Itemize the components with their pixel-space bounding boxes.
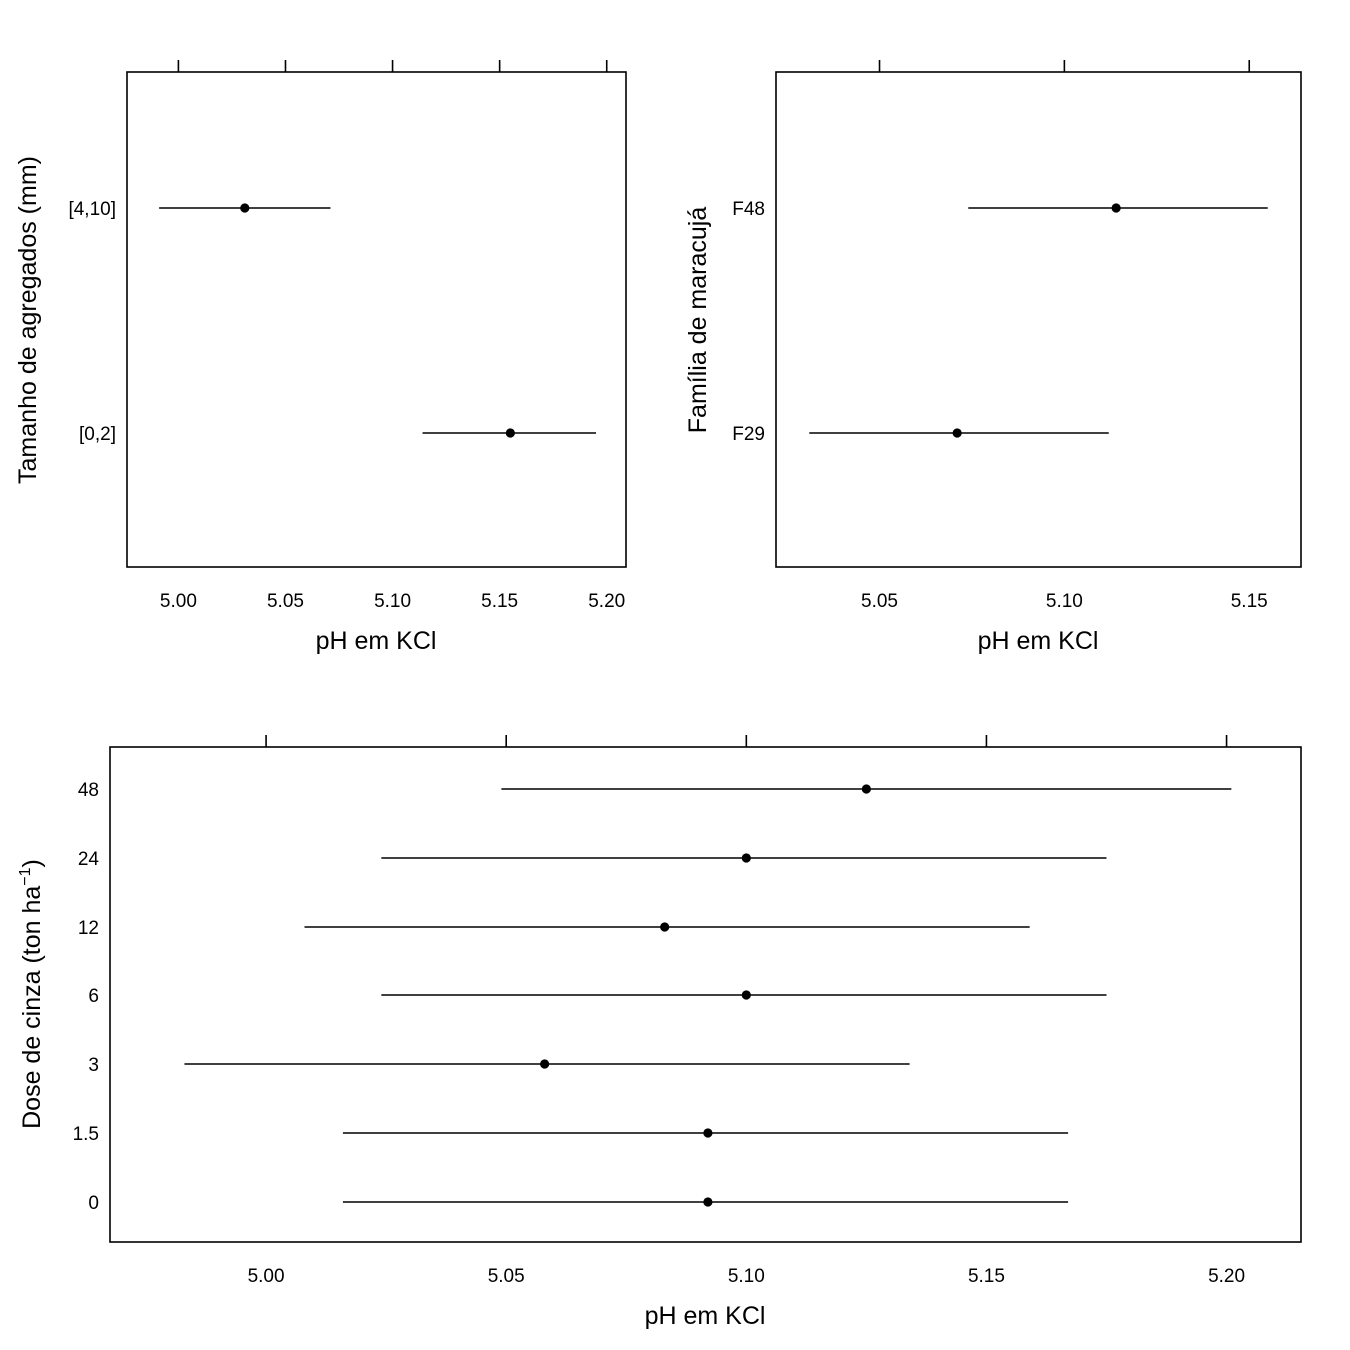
y-category-label: 48 [78, 780, 99, 801]
y-category-label: 0 [88, 1193, 99, 1214]
y-category-label: 3 [88, 1055, 99, 1076]
point-estimate [861, 784, 871, 794]
y-category-label: [0,2] [79, 424, 116, 445]
y-axis-label: Tamanho de agregados (mm) [14, 156, 42, 484]
marks-layer: 5.00 5.05 5.10 5.15 5.20 0 1.5 3 6 12 24 48 [73, 735, 1245, 1287]
x-tick-label: 5.20 [588, 591, 625, 612]
point-estimate [703, 1128, 713, 1138]
x-tick-label: 5.00 [160, 591, 197, 612]
point-estimate [1111, 203, 1121, 213]
point-estimate [952, 428, 962, 438]
x-tick-label: 5.10 [1046, 591, 1083, 612]
point-estimate [703, 1197, 713, 1207]
plot-frame [775, 71, 1302, 568]
y-category-label: F29 [732, 424, 765, 445]
y-category-label: F48 [732, 199, 765, 220]
x-tick-label: 5.20 [1208, 1266, 1245, 1287]
y-axis-label-main: Dose de cinza (ton ha [18, 886, 46, 1129]
point-estimate [240, 203, 250, 213]
x-tick-label: 5.05 [488, 1266, 525, 1287]
x-axis-label: pH em KCl [978, 627, 1099, 655]
plot-frame [109, 746, 1302, 1243]
x-axis-label: pH em KCl [645, 1302, 766, 1330]
x-tick-label: 5.15 [968, 1266, 1005, 1287]
y-axis-label: Família de maracujá [684, 207, 712, 434]
plot-frame [126, 71, 627, 568]
x-tick-label: 5.15 [481, 591, 518, 612]
point-estimate [741, 990, 751, 1000]
panel-aggregate-size: pH em KCl Tamanho de agregados (mm) 5.00… [14, 60, 627, 655]
x-tick-label: 5.10 [728, 1266, 765, 1287]
panel-ash-dose: pH em KCl Dose de cinza (ton ha−1) 5.00 5… [17, 735, 1302, 1330]
x-tick-label: 5.10 [374, 591, 411, 612]
y-axis-label-end: ) [18, 859, 46, 867]
marks-layer: 5.00 5.05 5.10 5.15 5.20 [0,2] [4,10] [68, 60, 625, 612]
x-tick-label: 5.05 [861, 591, 898, 612]
panel-passion-fruit-family: pH em KCl Família de maracujá 5.05 5.10 5.… [684, 60, 1302, 655]
x-tick-label: 5.15 [1231, 591, 1268, 612]
point-estimate [660, 922, 670, 932]
point-estimate [741, 853, 751, 863]
y-axis-label-superscript: −1 [17, 867, 34, 885]
point-estimate [505, 428, 515, 438]
y-category-label: 12 [78, 918, 99, 939]
x-tick-label: 5.00 [248, 1266, 285, 1287]
point-estimate [540, 1059, 550, 1069]
marks-layer: 5.05 5.10 5.15 F29 F48 [732, 60, 1268, 612]
y-category-label: [4,10] [68, 199, 116, 220]
y-axis-label: Dose de cinza (ton ha−1) [17, 859, 46, 1129]
x-axis-label: pH em KCl [316, 627, 437, 655]
y-category-label: 24 [78, 849, 100, 870]
y-category-label: 1.5 [73, 1124, 99, 1145]
x-tick-label: 5.05 [267, 591, 304, 612]
y-category-label: 6 [88, 986, 99, 1007]
